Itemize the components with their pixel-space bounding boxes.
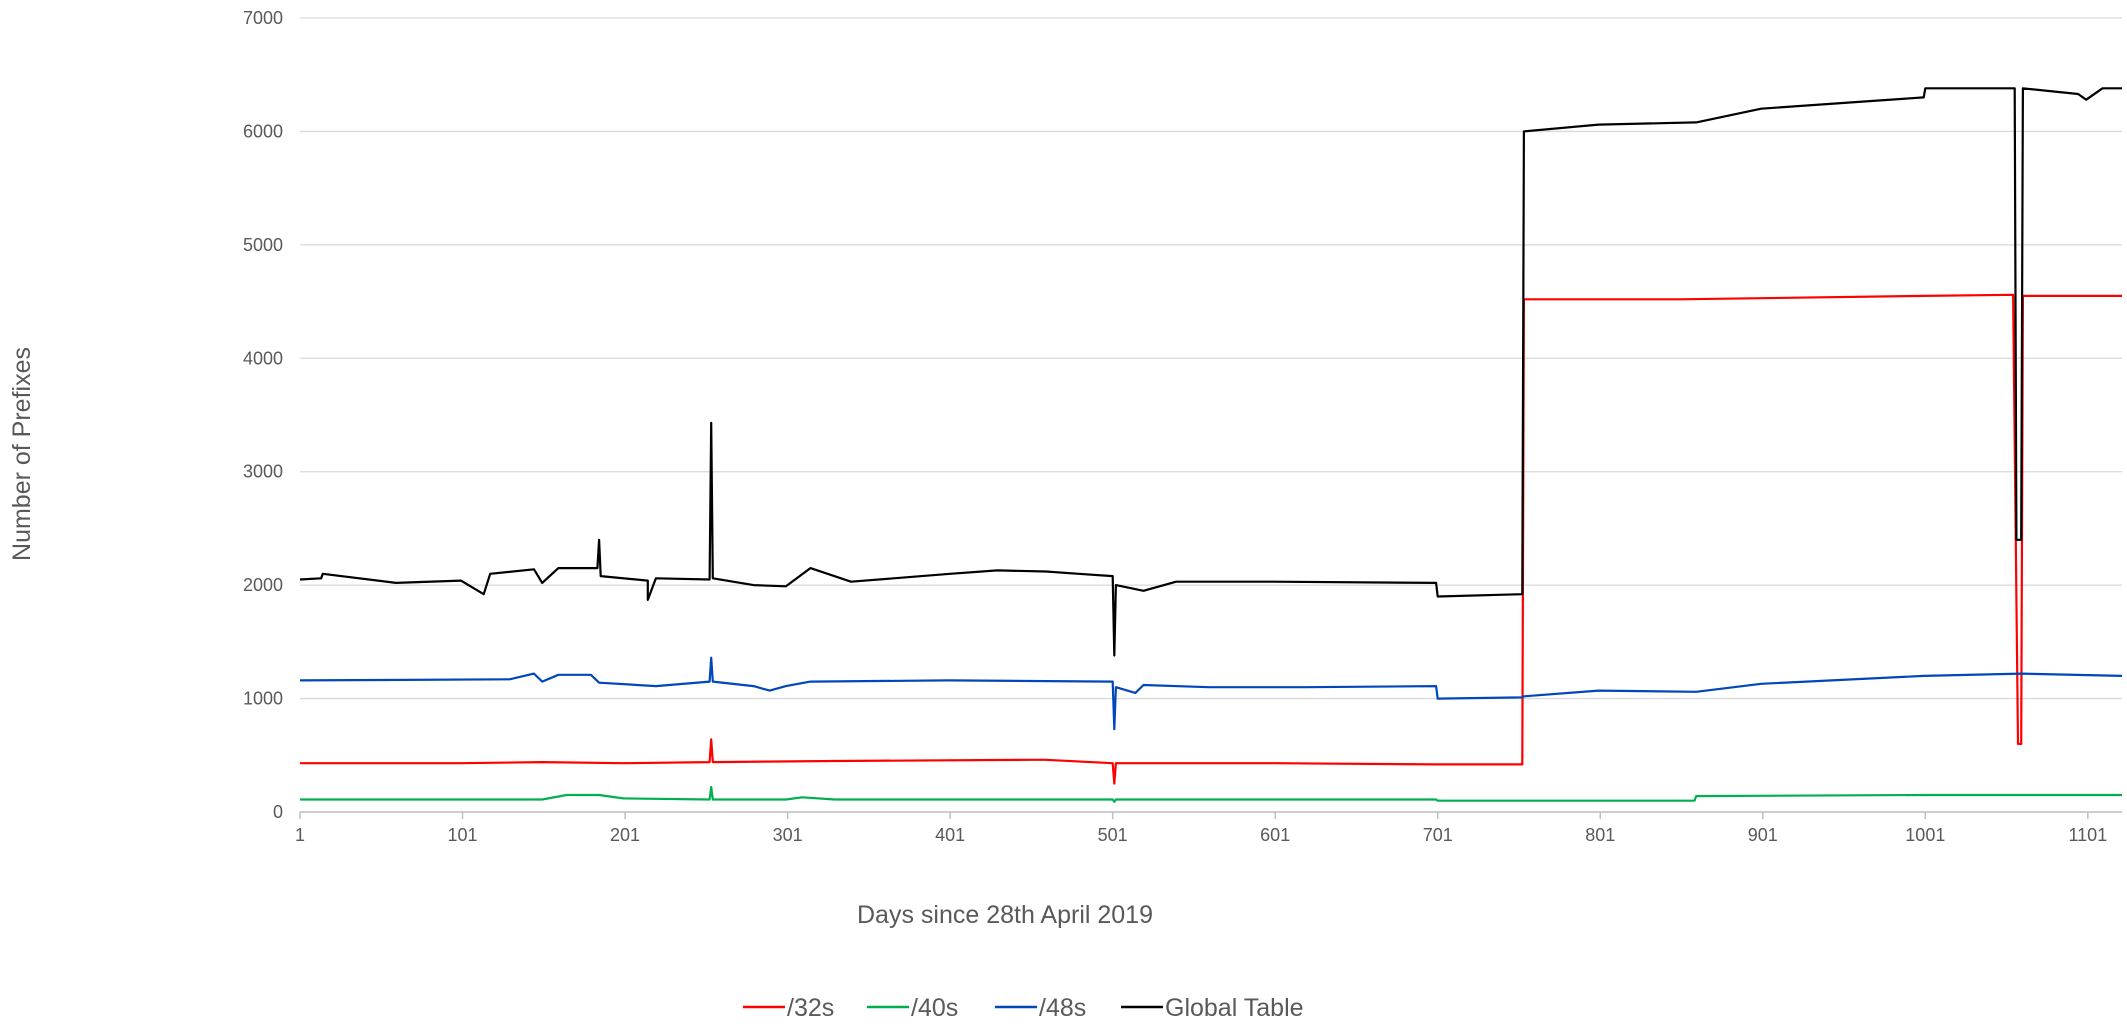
x-axis-title: Days since 28th April 2019 <box>857 901 1153 929</box>
x-tick-label: 1101 <box>2069 825 2108 845</box>
y-tick-label: 3000 <box>243 462 283 482</box>
series-line-2 <box>300 785 2122 803</box>
x-tick-label: 1 <box>295 825 305 845</box>
y-tick-label: 4000 <box>243 348 283 368</box>
series-line-1 <box>300 293 2122 785</box>
x-tick-label: 901 <box>1748 825 1778 845</box>
legend-label: /48s <box>1039 994 1086 1022</box>
legend-label: /32s <box>787 994 834 1022</box>
gridlines <box>300 17 2122 813</box>
x-tick-label: 1001 <box>1905 825 1945 845</box>
x-tick-label: 501 <box>1098 825 1128 845</box>
x-tick-label: 301 <box>773 825 803 845</box>
x-tick-label: 101 <box>448 825 478 845</box>
series-line-4 <box>299 87 2122 657</box>
x-axis-ticks: 1 101 201 301 401 501 601 701 801 901 1001 1101 <box>295 812 2107 845</box>
series-line-3 <box>299 656 2123 731</box>
x-tick-label: 601 <box>1260 825 1290 845</box>
x-tick-label: 201 <box>610 825 640 845</box>
legend-label: /40s <box>911 994 958 1022</box>
x-tick-label: 701 <box>1423 825 1453 845</box>
y-tick-label: 6000 <box>243 121 283 141</box>
series-lines <box>299 87 2123 803</box>
y-axis-ticks: 0 1000 2000 3000 4000 5000 6000 7000 <box>243 8 283 822</box>
y-tick-label: 5000 <box>243 235 283 255</box>
y-tick-label: 7000 <box>243 8 283 28</box>
x-tick-label: 401 <box>935 825 965 845</box>
x-tick-label: 801 <box>1585 825 1615 845</box>
y-tick-label: 0 <box>273 802 283 822</box>
y-axis-title: Number of Prefixes <box>8 347 36 561</box>
legend: /32s/40s/48s Global Table <box>743 994 1304 1022</box>
y-tick-label: 2000 <box>243 575 283 595</box>
y-tick-label: 1000 <box>243 689 283 709</box>
legend-label: Global Table <box>1165 994 1304 1022</box>
